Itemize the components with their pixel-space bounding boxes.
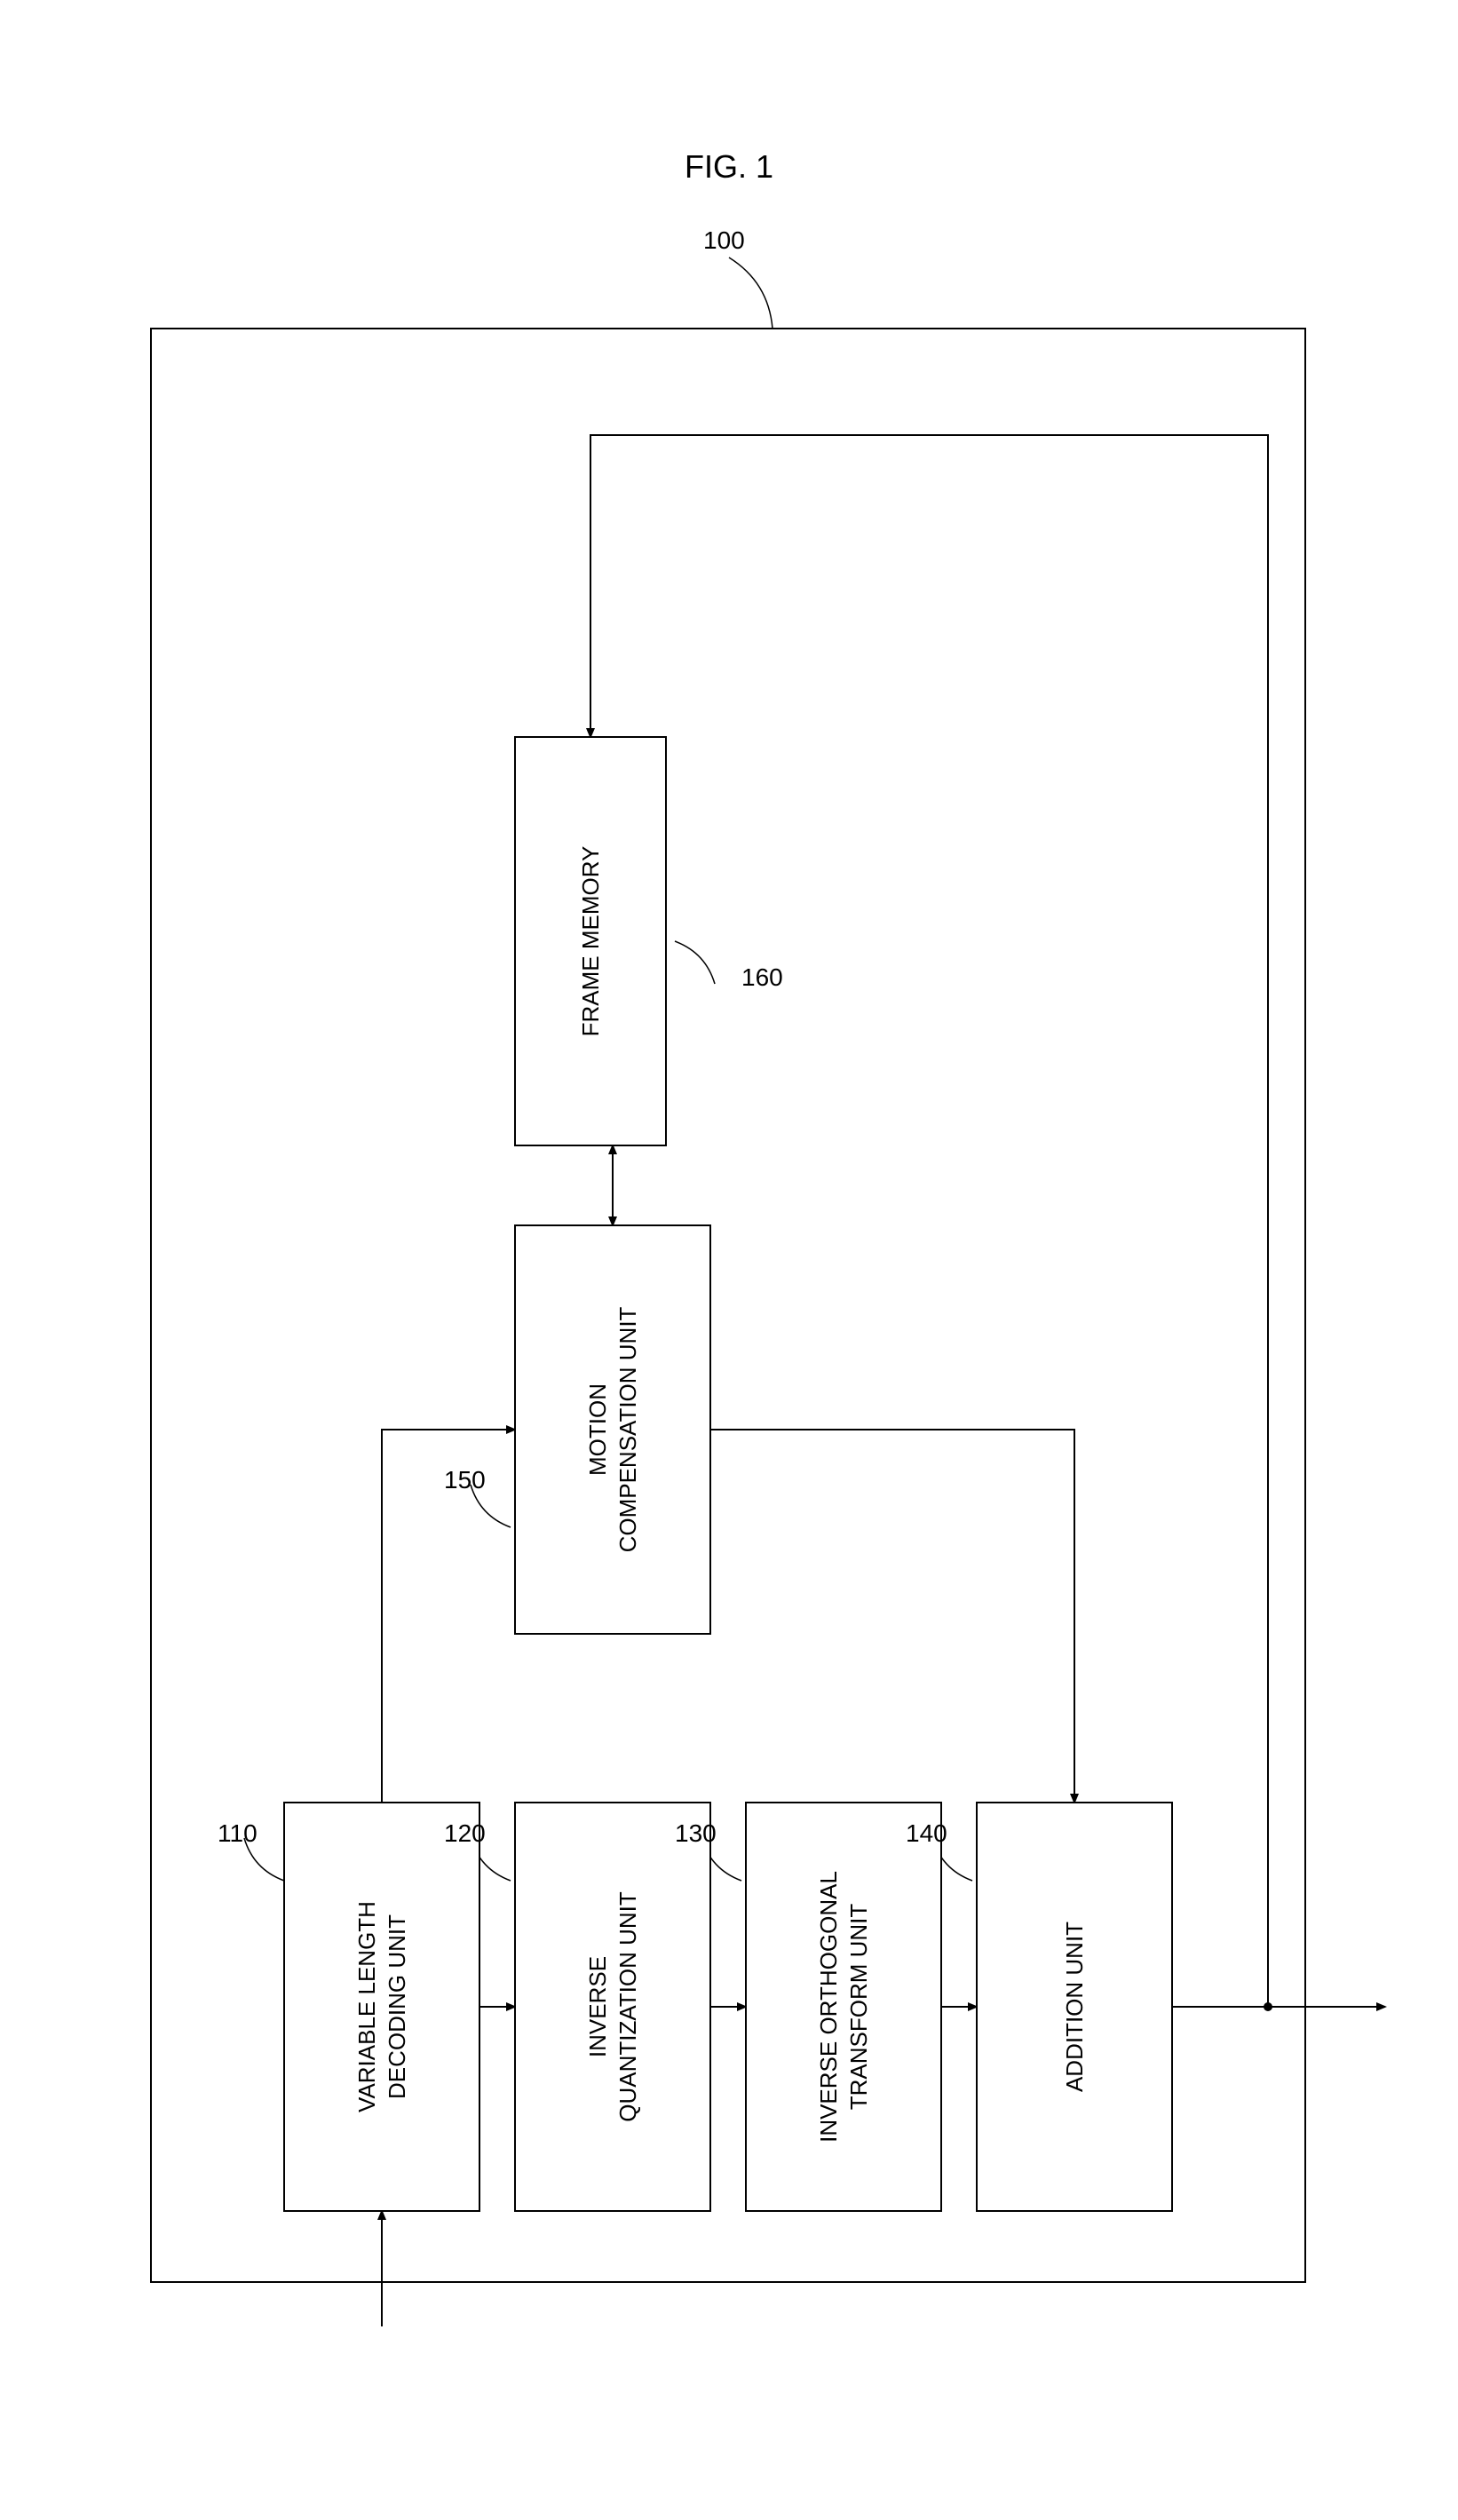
leader-line bbox=[675, 941, 715, 984]
figure-title: FIG. 1 bbox=[685, 148, 773, 185]
block-label-140: 140 bbox=[906, 1819, 947, 1847]
block-text-n140: ADDITION UNIT bbox=[1061, 1922, 1088, 2092]
block-label-100: 100 bbox=[703, 226, 745, 254]
block-text-line: MOTION bbox=[584, 1383, 611, 1476]
block-text-n160: FRAME MEMORY bbox=[577, 846, 604, 1037]
block-text-line: INVERSE ORTHOGONAL bbox=[815, 1871, 842, 2143]
block-n150 bbox=[515, 1225, 710, 1634]
arrow-a5 bbox=[710, 1430, 1074, 1803]
block-text-line: TRANSFORM UNIT bbox=[845, 1904, 872, 2111]
block-label-120: 120 bbox=[444, 1819, 486, 1847]
block-n110 bbox=[284, 1803, 479, 2211]
block-diagram: FIG. 1 100 VARIABLE LENGTHDECODING UNIT 110… bbox=[0, 0, 1458, 2520]
block-text-line: DECODING UNIT bbox=[384, 1914, 410, 2099]
block-label-160: 160 bbox=[741, 963, 783, 991]
block-n130 bbox=[746, 1803, 941, 2211]
block-label-150: 150 bbox=[444, 1466, 486, 1494]
block-text-line: ADDITION UNIT bbox=[1061, 1922, 1088, 2092]
block-text-line: INVERSE bbox=[584, 1956, 611, 2057]
block-text-line: FRAME MEMORY bbox=[577, 846, 604, 1037]
block-n120 bbox=[515, 1803, 710, 2211]
leader-line bbox=[729, 258, 773, 329]
block-text-line: QUANTIZATION UNIT bbox=[614, 1891, 641, 2122]
block-text-line: VARIABLE LENGTH bbox=[353, 1901, 380, 2112]
arrow-a_out bbox=[590, 435, 1268, 2007]
block-text-line: COMPENSATION UNIT bbox=[614, 1306, 641, 1552]
block-label-110: 110 bbox=[218, 1819, 258, 1847]
block-label-130: 130 bbox=[675, 1819, 717, 1847]
